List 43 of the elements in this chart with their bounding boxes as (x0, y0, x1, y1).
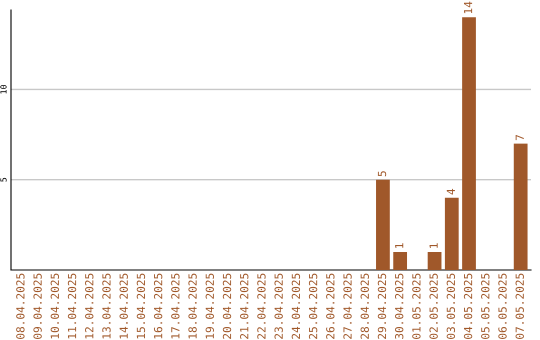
x-tick-label: 17.04.2025 (171, 274, 180, 338)
data-label: 1 (395, 243, 404, 248)
x-tick-label: 22.04.2025 (257, 274, 266, 339)
data-label: 5 (378, 171, 386, 176)
x-tick-label: 24.04.2025 (292, 274, 300, 339)
bar (514, 144, 528, 270)
y-tick-label: 10 (0, 84, 7, 94)
data-label: 14 (464, 2, 472, 14)
x-tick-label: 01.05.2025 (412, 274, 421, 339)
x-tick-label: 28.04.2025 (360, 274, 369, 339)
x-tick-label: 29.04.2025 (378, 274, 386, 339)
x-tick-label: 26.04.2025 (326, 274, 335, 339)
x-tick-label: 25.04.2025 (308, 274, 318, 339)
bar (428, 252, 442, 270)
bar (462, 17, 476, 270)
x-tick-label: 20.04.2025 (222, 274, 232, 339)
bar (376, 180, 390, 270)
bar (393, 252, 408, 270)
x-tick-label: 23.04.2025 (274, 274, 283, 339)
x-tick-label: 11.04.2025 (68, 274, 76, 338)
x-tick-label: 08.04.2025 (16, 274, 25, 339)
x-tick-label: 10.04.2025 (50, 274, 60, 338)
x-tick-label: 21.04.2025 (240, 274, 248, 339)
x-tick-label: 09.04.2025 (33, 274, 42, 339)
x-tick-label: 30.04.2025 (394, 274, 404, 339)
bar (444, 198, 459, 270)
x-tick-label: 27.04.2025 (343, 274, 352, 339)
data-label: 1 (430, 243, 438, 248)
x-tick-label: 03.05.2025 (446, 274, 456, 339)
x-tick-label: 04.05.2025 (464, 274, 472, 339)
x-tick-label: 18.04.2025 (188, 274, 197, 338)
x-tick-label: 16.04.2025 (154, 274, 162, 338)
x-tick-label: 05.05.2025 (481, 274, 490, 339)
x-tick-label: 19.04.2025 (206, 274, 214, 338)
x-tick-label: 13.04.2025 (102, 274, 111, 338)
x-tick-label: 14.04.2025 (119, 274, 128, 338)
data-label: 7 (516, 135, 524, 140)
x-tick-label: 06.05.2025 (498, 274, 507, 339)
x-tick-label: 07.05.2025 (516, 274, 524, 339)
x-tick-label: 12.04.2025 (85, 274, 94, 338)
data-label: 4 (446, 188, 455, 195)
x-tick-label: 15.04.2025 (136, 274, 146, 338)
x-tick-label: 02.05.2025 (429, 274, 438, 339)
